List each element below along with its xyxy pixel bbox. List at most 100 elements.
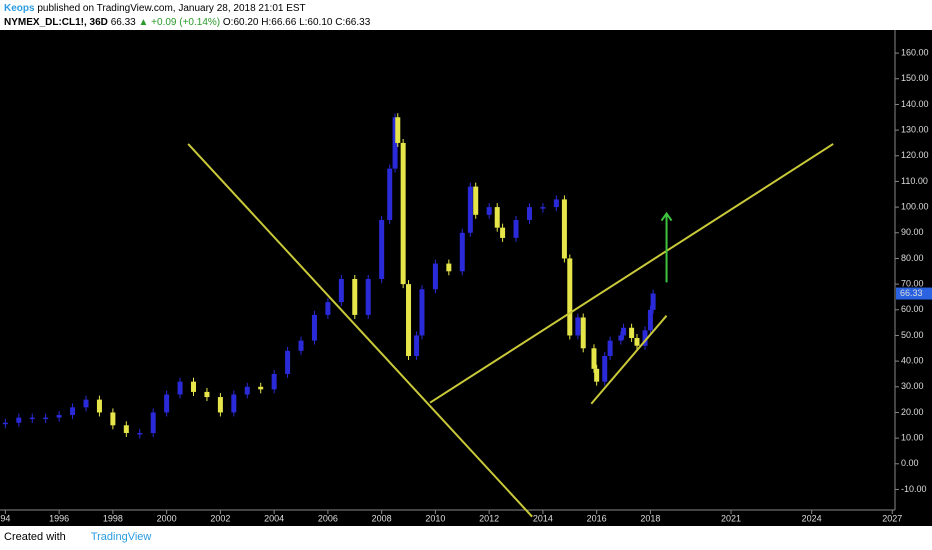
candle [244,386,250,395]
created: Created with [4,531,66,543]
arrow-head [660,211,673,222]
y-tick-label: 130.00 [901,124,929,134]
candle [177,381,183,395]
candle [561,199,567,259]
candle [446,263,452,272]
x-tick-label: 2014 [533,513,553,523]
candle [473,186,479,215]
change: ▲ +0.09 (+0.14%) [138,17,221,28]
candle [618,335,624,341]
x-tick-label: 2018 [640,513,660,523]
candle [459,232,465,272]
candle [285,350,291,374]
candle [123,425,129,433]
y-tick-label: 30.00 [901,381,924,391]
background [0,30,932,526]
candle [414,335,420,356]
x-tick-label: 2021 [721,513,741,523]
candle [607,340,613,356]
candle [217,397,223,413]
candle [580,317,586,349]
candle [650,293,656,310]
y-tick-label: 80.00 [901,253,924,263]
o: O:60.20 [222,17,259,28]
candle [110,412,116,426]
candle [298,340,304,351]
symbol: NYMEX_DL:CL1!, 36D [4,17,108,28]
y-tick-label: 140.00 [901,99,929,109]
author[interactable]: Keops [4,3,35,14]
y-tick-label: 120.00 [901,150,929,160]
candle [258,386,264,390]
x-tick-label: 2016 [587,513,607,523]
candle [486,207,492,215]
candle [164,394,170,413]
y-tick-label: 50.00 [901,330,924,340]
candle [540,207,546,209]
x-tick-label: 1998 [103,513,123,523]
y-tick-label: 60.00 [901,304,924,314]
x-tick-label: 2012 [479,513,499,523]
brand[interactable]: TradingView [90,531,152,543]
candle [567,258,573,336]
x-tick-label: 2024 [802,513,822,523]
c: C:66.33 [335,17,371,28]
y-tick-label: 10.00 [901,433,924,443]
candle [575,317,581,336]
y-tick-label: 100.00 [901,201,929,211]
x-tick-label: 2006 [318,513,338,523]
h: H:66.66 [261,17,297,28]
candle [419,289,425,336]
candle [642,330,648,346]
y-tick-label: 150.00 [901,73,929,83]
x-tick-label: 1996 [49,513,69,523]
candle [43,417,49,420]
y-tick-label: 40.00 [901,355,924,365]
candle [83,399,89,408]
candle [352,278,358,315]
candle [432,263,438,290]
x-tick-label: 2010 [425,513,445,523]
candle [526,207,532,220]
candle [629,327,635,339]
candle [602,355,608,382]
candle [594,368,600,382]
chart: 160.00 150.00 140.00 130.00 120.00 110.00 100.… [0,30,932,526]
candle [395,117,401,143]
candle [96,399,102,413]
y-tick-label: 70.00 [901,278,924,288]
candle [150,412,156,433]
y-tick-label: 90.00 [901,227,924,237]
last-price-label: 66.33 [900,288,923,298]
y-tick-label: -10.00 [901,484,927,494]
candle [191,381,197,392]
candle [16,417,22,423]
x-tick-label: 94 [0,513,10,523]
x-tick-label: 2000 [157,513,177,523]
candle [311,314,317,341]
candle [379,219,385,279]
candle [494,207,500,228]
candle [387,168,393,220]
candle [365,278,371,315]
x-tick-label: 2008 [372,513,392,523]
candle [338,278,344,303]
candle [70,407,76,416]
candle [231,394,237,413]
candle [392,117,398,169]
last-price-box [896,287,932,300]
candle [500,227,506,238]
trend-line [590,315,668,405]
candle [271,373,277,390]
candle [56,415,62,418]
candle [621,327,627,336]
last: 66.33 [110,17,136,28]
trend-line [429,143,834,404]
publish-line: Keops published on TradingView.com, Janu… [4,3,306,14]
footer: Created with TradingView [4,531,151,543]
candle [553,199,559,208]
candle [591,348,597,369]
candle [204,391,210,398]
published: published on TradingView.com, January 28… [37,3,306,14]
